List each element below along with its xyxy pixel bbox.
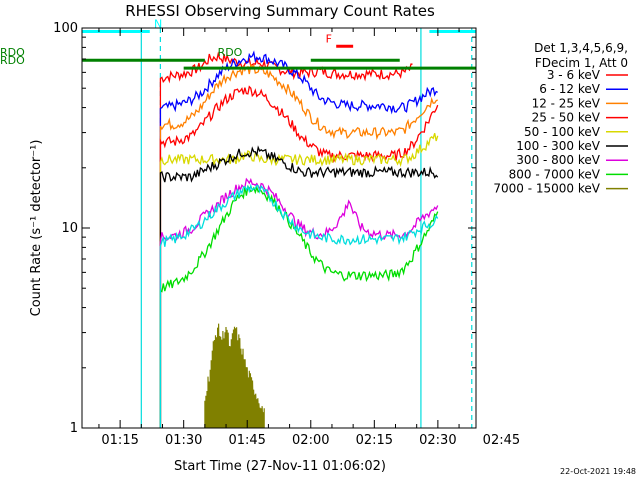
legend-header-1: FDecim 1, Att 0 [535,56,628,70]
legend-label-2: 12 - 25 keV [532,96,601,110]
flag-label-3: RDO [0,54,25,67]
x-tick-label-2: 01:45 [228,433,265,448]
x-tick-label-1: 01:30 [165,433,202,448]
legend-label-6: 300 - 800 keV [516,153,600,167]
y-tick-label-1: 10 [61,221,78,236]
y-tick-label-2: 100 [53,21,78,36]
y-tick-label-0: 1 [70,421,78,436]
legend-label-7: 800 - 7000 keV [509,167,601,181]
legend-header-0: Det 1,3,4,5,6,9, [534,41,628,55]
legend-label-4: 50 - 100 keV [524,125,601,139]
x-tick-label-0: 01:15 [101,433,138,448]
timestamp: 22-Oct-2021 19:48 [560,467,636,476]
series-2-line [159,63,438,428]
legend-label-0: 3 - 6 keV [547,68,601,82]
x-tick-label-4: 02:15 [356,433,393,448]
series-6-line [159,177,439,428]
flag-label-2: RDO [218,46,243,59]
chart-title: RHESSI Observing Summary Count Rates [125,2,435,20]
x-tick-label-6: 02:45 [483,433,520,448]
flag-label-4: RDO [0,46,25,59]
legend-label-3: 25 - 50 keV [532,111,601,125]
series-4-line [159,133,439,428]
legend-label-1: 6 - 12 keV [539,82,601,96]
series-1-line [159,50,438,428]
legend: Det 1,3,4,5,6,9,FDecim 1, Att 03 - 6 keV… [493,41,628,196]
flag-label-0: N [154,18,162,31]
series-7-line [159,184,439,428]
x-axis-label: Start Time (27-Nov-11 01:06:02) [174,459,386,474]
series-9-line [159,183,439,428]
x-tick-label-5: 02:30 [419,433,456,448]
y-axis-ticks: 1 10 100 [53,21,476,436]
series-5-line [159,145,439,428]
series-0-line [159,51,413,428]
x-axis-ticks: 01:15 01:30 01:45 02:00 02:15 02:30 02:45 [98,28,520,448]
x-tick-label-3: 02:00 [292,433,329,448]
y-axis-label: Count Rate (s⁻¹ detector⁻¹) [29,140,44,317]
flag-label-5: F [326,32,332,45]
legend-label-5: 100 - 300 keV [516,139,600,153]
series-3-line [159,85,439,428]
legend-label-8: 7000 - 15000 keV [493,182,600,196]
series-8-line [204,323,265,429]
